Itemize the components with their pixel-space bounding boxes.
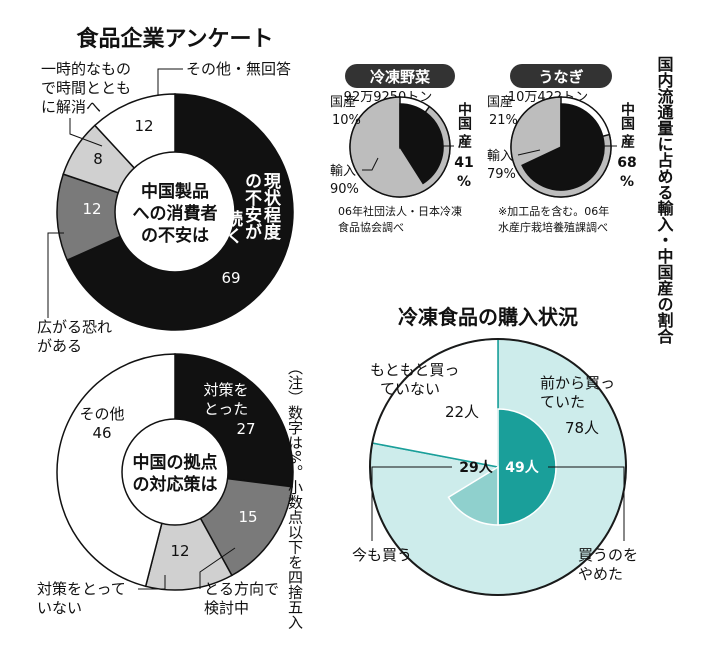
label-other-no-answer: その他・無回答 — [186, 60, 291, 78]
label-temporary-1: 一時的なもの — [41, 60, 131, 78]
frozen-veg-import-leader — [362, 157, 379, 171]
label-considering-1: とる方向で — [204, 580, 279, 598]
response-center-label-1: 中国の拠点 — [133, 452, 218, 473]
response-slice-3 — [56, 353, 176, 588]
eel-import-2: 79% — [487, 167, 516, 182]
data-label-temporary: 8 — [93, 150, 103, 168]
data-label-never-bought: 22人 — [445, 403, 479, 421]
frozen-veg-domestic-1: 国産 — [330, 94, 356, 110]
leader-considering — [199, 547, 236, 589]
purchase-outline — [369, 338, 627, 596]
data-label-other-2: 46 — [92, 424, 111, 442]
label-temporary-2: で時間ととも — [41, 79, 131, 97]
eel-domestic-1: 国産 — [487, 94, 513, 110]
eel-title-bg — [510, 64, 612, 88]
frozen-veg-import-2: 90% — [330, 182, 359, 197]
eel-import-1: 輸入 — [487, 149, 513, 164]
frozen-veg-china-3: 41 — [454, 155, 473, 171]
imports-panel: 冷凍野菜 92万9250トン 国産 10% 輸入 90% 中国 産 41 % 0… — [330, 56, 674, 345]
label-other-2: その他 — [79, 405, 124, 423]
frozen-veg-title: 冷凍野菜 — [370, 68, 430, 86]
label-considering-2: 検討中 — [204, 599, 249, 617]
purchase-title: 冷凍食品の購入状況 — [398, 305, 578, 329]
label-no-measures-1: 対策をとって — [37, 580, 126, 598]
label-stopped-2: やめた — [578, 565, 623, 583]
eel-china-2: 産 — [619, 133, 635, 149]
label-bought-before-2: ていた — [540, 393, 585, 411]
data-label-spread-fear: 12 — [82, 200, 101, 218]
eel-china-3: 68 — [617, 155, 636, 171]
label-still-buy: 今も買う — [352, 546, 412, 564]
label-measures-taken-2: とった — [204, 400, 249, 418]
response-slice-2 — [144, 469, 233, 591]
eel-domestic-2: 21% — [489, 113, 518, 128]
response-center-label-2: の対応策は — [133, 474, 218, 495]
eel-source-1: ※加工品を含む。06年 — [498, 204, 609, 218]
leader-stopped — [548, 466, 625, 541]
leader-other-no-answer — [157, 68, 183, 96]
footnote: （注）数字は%。小数点以下を四捨五入 — [286, 360, 304, 629]
data-label-no-measures: 12 — [170, 542, 189, 560]
anxiety-donut-hole — [114, 151, 236, 273]
survey-chart-anxiety: 食品企業アンケート 中国製品 への消費者 の不安は 69 12 8 12 現状程… — [37, 26, 294, 355]
survey-title: 食品企業アンケート — [76, 26, 273, 52]
label-temporary-3: に解消へ — [41, 98, 101, 116]
anxiety-center-label-2: への消費者 — [133, 203, 218, 224]
label-measures-taken-1: 対策を — [203, 381, 248, 399]
label-bought-before-1: 前から買っ — [540, 374, 615, 392]
frozen-veg-source-2: 食品協会調べ — [338, 220, 404, 234]
data-label-measures-taken: 27 — [236, 420, 255, 438]
label-never-bought-2: ていない — [380, 380, 440, 398]
label-current-anxiety-1: 現状程度 — [260, 172, 281, 241]
label-spread-fear-2: がある — [37, 337, 82, 355]
purchase-pie — [369, 338, 627, 596]
leader-temporary — [69, 118, 103, 147]
frozen-veg-title-bg — [345, 64, 455, 88]
label-no-measures-2: いない — [37, 599, 82, 617]
anxiety-center-label-1: 中国製品 — [141, 181, 209, 202]
leader-no-measures — [138, 575, 166, 590]
data-label-still-buy: 29人 — [459, 459, 493, 476]
frozen-veg-source-1: 06年社団法人・日本冷凍 — [338, 204, 462, 218]
frozen-veg-domestic-2: 10% — [332, 113, 361, 128]
eel-import-leader — [517, 149, 541, 156]
anxiety-center-label-3: の不安は — [141, 225, 209, 246]
data-label-stopped: 49人 — [505, 459, 539, 476]
leader-spread-fear — [47, 232, 64, 318]
imports-heading: 国内流通量に占める輸入・中国産の割合 — [655, 56, 674, 345]
frozen-veg-china-slice — [399, 103, 444, 185]
eel-china-1: 中国 — [619, 101, 635, 131]
eel-china-slice — [521, 103, 605, 191]
label-stopped-1: 買うのを — [578, 546, 638, 564]
purchase-slice-still-buy — [447, 465, 499, 526]
frozen-veg-china-1: 中国 — [456, 101, 472, 131]
data-label-considering: 15 — [238, 508, 257, 526]
eel-pie — [510, 96, 612, 198]
label-never-bought-1: もともと買っ — [370, 361, 459, 379]
frozen-veg-pie — [349, 96, 451, 198]
response-chart: 中国の拠点 の対応策は 対策を とった 27 15 12 その他 46 対策をと… — [37, 353, 304, 629]
eel-source-2: 水産庁栽培養殖課調べ — [498, 220, 608, 234]
frozen-veg-import-1: 輸入 — [330, 164, 356, 179]
label-current-anxiety-3: 続く — [222, 209, 243, 244]
data-label-bought-before: 78人 — [565, 419, 599, 437]
response-donut-hole — [121, 418, 229, 526]
label-spread-fear-1: 広がる恐れ — [37, 318, 112, 336]
frozen-veg-china-2: 産 — [456, 133, 472, 149]
data-label-current-anxiety: 69 — [221, 269, 240, 287]
frozen-veg-china-4: % — [457, 174, 471, 190]
eel-china-4: % — [620, 174, 634, 190]
purchase-chart: 冷凍食品の購入状況 前から買っ ていた 78人 もともと買っ ていない 22人 … — [352, 305, 638, 596]
label-current-anxiety: 現状程度 の不安が 続く — [222, 172, 281, 244]
leader-still-buy — [371, 466, 452, 541]
data-label-other-no-answer: 12 — [134, 117, 153, 135]
label-current-anxiety-2: の不安が — [241, 172, 262, 240]
eel-title: うなぎ — [538, 68, 583, 86]
